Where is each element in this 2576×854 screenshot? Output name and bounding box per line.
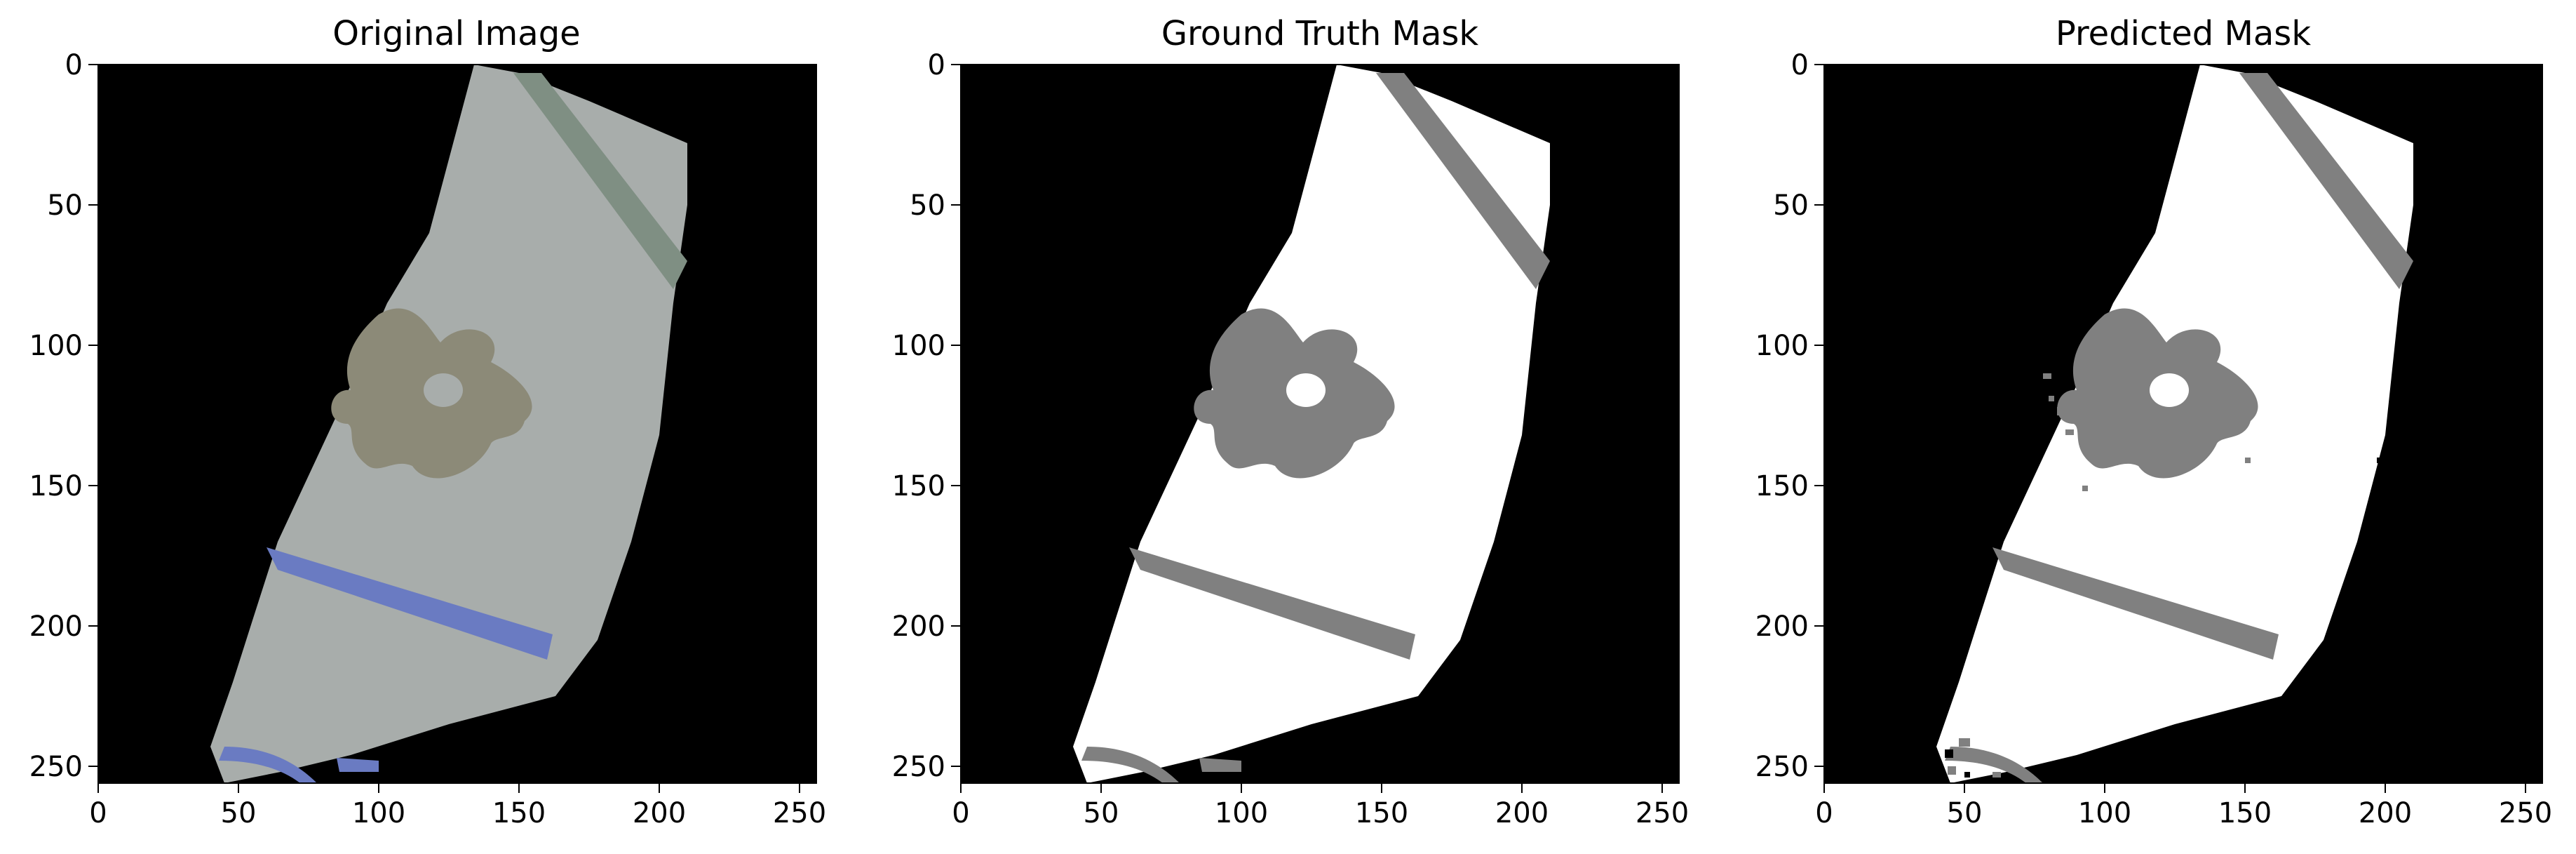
y-axis: 0 50 100 150 200 250 [892, 49, 961, 783]
axes-frame [97, 64, 817, 784]
x-axis: 0 50 100 150 200 250 [952, 783, 1689, 829]
y-tick-label: 250 [29, 751, 83, 783]
y-tick-label: 50 [1773, 189, 1809, 222]
panel-title: Original Image [332, 14, 580, 53]
x-tick-label: 50 [1084, 797, 1119, 829]
x-tick-label: 150 [1355, 797, 1408, 829]
y-tick-label: 100 [1755, 330, 1809, 362]
y-tick-label: 250 [1755, 751, 1809, 783]
ground-truth-image [961, 65, 1679, 783]
y-tick-label: 100 [29, 330, 83, 362]
y-tick-label: 100 [892, 330, 945, 362]
x-tick-label: 150 [2218, 797, 2272, 829]
y-tick-label: 50 [910, 189, 945, 222]
y-tick-label: 150 [892, 470, 945, 502]
x-axis: 0 50 100 150 200 250 [89, 783, 826, 829]
panel-predicted-mask: Predicted Mask [1755, 14, 2553, 829]
y-tick-label: 0 [1791, 49, 1809, 81]
x-tick-label: 50 [221, 797, 257, 829]
x-tick-label: 250 [2499, 797, 2552, 829]
panel-original-image: Original Image 0 50 100 150 200 250 0 50 100 150… [29, 14, 827, 829]
x-tick-label: 0 [89, 797, 107, 829]
y-tick-label: 250 [892, 751, 945, 783]
y-tick-label: 0 [928, 49, 945, 81]
x-tick-label: 200 [2359, 797, 2412, 829]
y-tick-label: 0 [65, 49, 83, 81]
x-tick-label: 200 [1495, 797, 1549, 829]
panel-ground-truth-mask: Ground Truth Mask 0 50 100 150 200 250 0 50 100… [892, 14, 1690, 829]
x-tick-label: 150 [492, 797, 546, 829]
x-tick-label: 250 [1636, 797, 1689, 829]
x-tick-label: 200 [633, 797, 686, 829]
y-tick-label: 200 [29, 611, 83, 643]
y-axis: 0 50 100 150 200 250 [29, 49, 98, 783]
x-tick-label: 100 [1215, 797, 1268, 829]
x-tick-label: 50 [1947, 797, 1983, 829]
panel-title: Ground Truth Mask [1161, 14, 1479, 53]
x-tick-label: 0 [952, 797, 969, 829]
x-axis: 0 50 100 150 200 250 [1815, 783, 2552, 829]
original-image [98, 65, 816, 783]
predicted-image [1824, 65, 2542, 783]
panel-title: Predicted Mask [2056, 14, 2311, 53]
x-tick-label: 0 [1815, 797, 1833, 829]
axes-frame [960, 64, 1680, 784]
y-tick-label: 200 [892, 611, 945, 643]
y-axis: 0 50 100 150 200 250 [1755, 49, 1824, 783]
axes-frame [1823, 64, 2543, 784]
x-tick-label: 100 [2078, 797, 2131, 829]
x-tick-label: 100 [352, 797, 405, 829]
y-tick-label: 150 [1755, 470, 1809, 502]
x-tick-label: 250 [773, 797, 826, 829]
y-tick-label: 50 [47, 189, 83, 222]
y-tick-label: 150 [29, 470, 83, 502]
y-tick-label: 200 [1755, 611, 1809, 643]
